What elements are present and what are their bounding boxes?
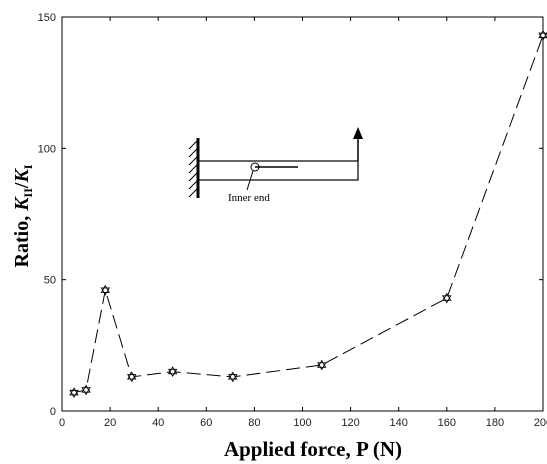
- x-tick-label: 100: [293, 417, 311, 429]
- data-point-marker-inner: [228, 374, 238, 383]
- y-axis-title-k2: K: [11, 196, 33, 212]
- x-tick-label: 0: [59, 417, 65, 429]
- data-point-marker-inner: [538, 32, 547, 41]
- x-tick-label: 40: [152, 417, 164, 429]
- data-point-marker-inner: [81, 387, 91, 396]
- y-axis-title-sep: /: [11, 182, 33, 189]
- x-tick-label: 120: [341, 417, 359, 429]
- x-tick-label: 160: [438, 417, 456, 429]
- beam: [197, 160, 359, 181]
- x-tick-label: 180: [486, 417, 504, 429]
- y-tick-label: 100: [38, 143, 56, 155]
- markers: [69, 29, 547, 399]
- x-tick-label: 60: [200, 417, 212, 429]
- data-point-marker-inner: [127, 374, 137, 383]
- data-point-marker-inner: [69, 389, 79, 399]
- y-axis-title-main: Ratio,: [11, 211, 33, 268]
- x-axis-title: Applied force, P (N): [224, 437, 402, 461]
- y-tick-label: 50: [44, 275, 56, 287]
- inset-diagram: Inner end: [188, 127, 363, 204]
- y-axis-title-k2-sub: II: [21, 188, 35, 198]
- data-point-marker-inner: [100, 287, 110, 296]
- x-tick-label: 80: [248, 417, 260, 429]
- y-axis-title-k1-sub: I: [21, 164, 35, 169]
- inner-end-marker: [250, 162, 260, 172]
- data-point-marker-inner: [167, 368, 178, 377]
- y-axis-title-k1: K: [11, 168, 33, 184]
- inner-end-label: Inner end: [228, 192, 270, 204]
- y-axis-title: Ratio, KII/KI: [11, 164, 35, 267]
- y-tick-label: 150: [38, 12, 56, 24]
- x-tick-label: 140: [390, 417, 408, 429]
- data-point-marker-inner: [317, 362, 327, 371]
- plot-area: [61, 16, 544, 412]
- inner-end-leader: [246, 170, 254, 191]
- ticks: 0 20 40 60 80 100 120 140 160 180 200 0 50 100 150: [38, 12, 547, 429]
- x-tick-label: 200: [534, 417, 547, 429]
- y-tick-label: 0: [50, 406, 56, 418]
- wall-hatching: [188, 139, 199, 198]
- force-arrow-head: [353, 127, 363, 139]
- x-tick-label: 20: [104, 417, 116, 429]
- data-point-marker-inner: [442, 295, 452, 304]
